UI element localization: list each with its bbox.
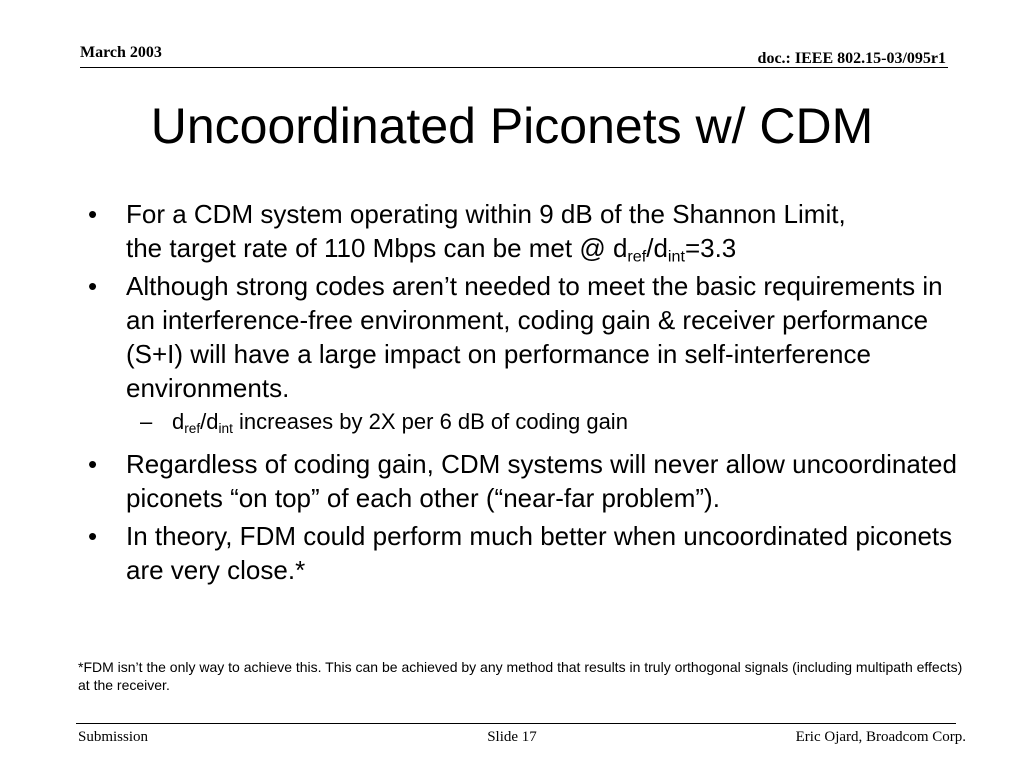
sub-bullet-text: d xyxy=(172,409,185,434)
bullet-item: • For a CDM system operating within 9 dB… xyxy=(88,197,968,265)
bullet-text-line: For a CDM system operating within 9 dB o… xyxy=(126,199,846,229)
footer-submission: Submission xyxy=(78,729,149,745)
header-date: March 2003 xyxy=(80,44,162,61)
bullet-text-line: the target rate of 110 Mbps can be met @… xyxy=(126,231,968,265)
subscript: ref xyxy=(627,247,647,266)
bullet-text: the target rate of 110 Mbps can be met @… xyxy=(126,233,628,263)
header-doc-id: doc.: IEEE 802.15-03/095r1 xyxy=(757,50,946,67)
bullet-item: • Regardless of coding gain, CDM systems… xyxy=(88,447,968,515)
header-divider xyxy=(80,67,948,68)
sub-bullet-text: /d xyxy=(200,409,219,434)
footer-author: Eric Ojard, Broadcom Corp. xyxy=(795,729,966,745)
sub-bullet-item: – dref/dint increases by 2X per 6 dB of … xyxy=(88,407,968,437)
sub-bullet-text: increases by 2X per 6 dB of coding gain xyxy=(232,409,628,434)
bullet-text: =3.3 xyxy=(684,233,737,263)
bullet-item: • Although strong codes aren’t needed to… xyxy=(88,269,968,405)
bullet-text: /d xyxy=(646,233,668,263)
bullet-item: • In theory, FDM could perform much bett… xyxy=(88,519,968,587)
bullet-marker: • xyxy=(88,199,98,229)
footer-divider xyxy=(76,723,956,724)
footnote: *FDM isn’t the only way to achieve this.… xyxy=(78,659,963,693)
slide-title: Uncoordinated Piconets w/ CDM xyxy=(150,98,874,154)
bullet-marker: • xyxy=(88,521,98,551)
bullet-text: Although strong codes aren’t needed to m… xyxy=(126,271,943,403)
slide-body: • For a CDM system operating within 9 dB… xyxy=(88,197,968,591)
bullet-text: In theory, FDM could perform much better… xyxy=(126,521,953,585)
subscript: int xyxy=(218,420,233,436)
bullet-marker: • xyxy=(88,449,98,479)
footer-slide-number: Slide 17 xyxy=(487,729,537,745)
bullet-text: Regardless of coding gain, CDM systems w… xyxy=(126,449,957,513)
bullet-marker: • xyxy=(88,271,98,301)
subscript: int xyxy=(667,247,685,266)
subscript: ref xyxy=(184,420,201,436)
sub-bullet-marker: – xyxy=(140,409,153,434)
